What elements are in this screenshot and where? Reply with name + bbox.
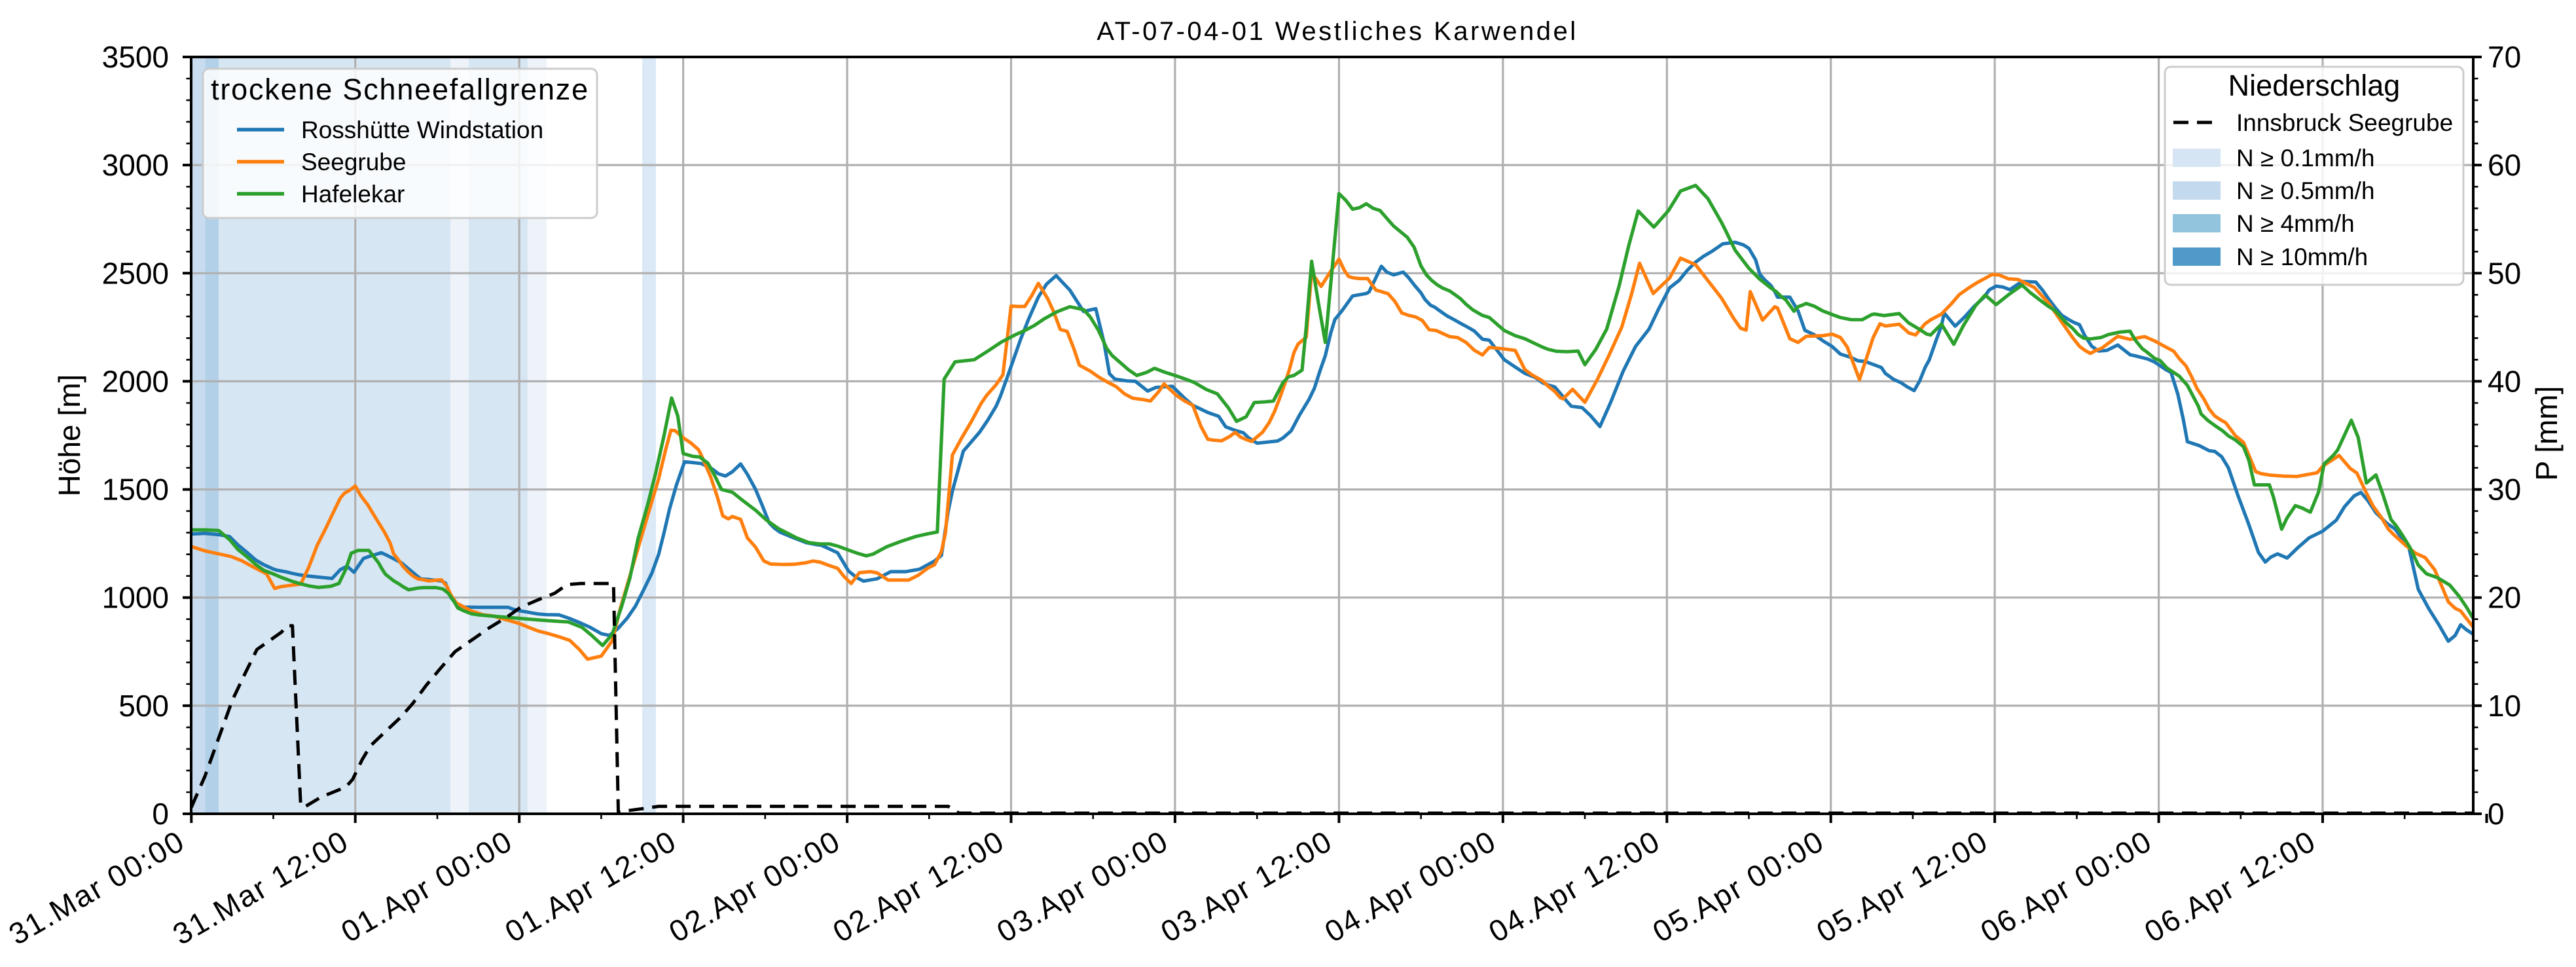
svg-text:Hafelekar: Hafelekar	[301, 181, 405, 208]
svg-text:2000: 2000	[102, 364, 169, 398]
svg-text:0: 0	[152, 797, 169, 831]
svg-text:Höhe [m]: Höhe [m]	[52, 374, 86, 497]
svg-text:Innsbruck Seegrube: Innsbruck Seegrube	[2236, 109, 2453, 136]
svg-text:70: 70	[2488, 40, 2521, 74]
svg-text:3500: 3500	[102, 40, 169, 74]
svg-text:Niederschlag: Niederschlag	[2228, 69, 2401, 102]
svg-text:30: 30	[2488, 473, 2521, 507]
svg-text:40: 40	[2488, 364, 2521, 398]
svg-text:10: 10	[2488, 689, 2521, 723]
svg-text:1500: 1500	[102, 473, 169, 507]
svg-text:N ≥ 10mm/h: N ≥ 10mm/h	[2236, 244, 2368, 270]
svg-text:500: 500	[118, 689, 169, 723]
svg-text:Rosshütte Windstation: Rosshütte Windstation	[301, 117, 543, 143]
svg-text:Seegrube: Seegrube	[301, 149, 406, 175]
svg-text:N ≥ 0.1mm/h: N ≥ 0.1mm/h	[2236, 145, 2375, 172]
svg-text:AT-07-04-01 Westliches Karwend: AT-07-04-01 Westliches Karwendel	[1097, 17, 1578, 46]
svg-text:N ≥ 0.5mm/h: N ≥ 0.5mm/h	[2236, 177, 2375, 204]
svg-text:20: 20	[2488, 581, 2521, 615]
svg-text:1000: 1000	[102, 581, 169, 615]
svg-text:N ≥ 4mm/h: N ≥ 4mm/h	[2236, 210, 2355, 237]
svg-text:60: 60	[2488, 148, 2521, 182]
svg-text:0: 0	[2488, 797, 2505, 831]
svg-text:2500: 2500	[102, 256, 169, 290]
svg-text:P [mm]: P [mm]	[2530, 386, 2564, 481]
svg-text:50: 50	[2488, 256, 2521, 290]
svg-text:3000: 3000	[102, 148, 169, 182]
svg-text:trockene Schneefallgrenze: trockene Schneefallgrenze	[211, 73, 589, 106]
